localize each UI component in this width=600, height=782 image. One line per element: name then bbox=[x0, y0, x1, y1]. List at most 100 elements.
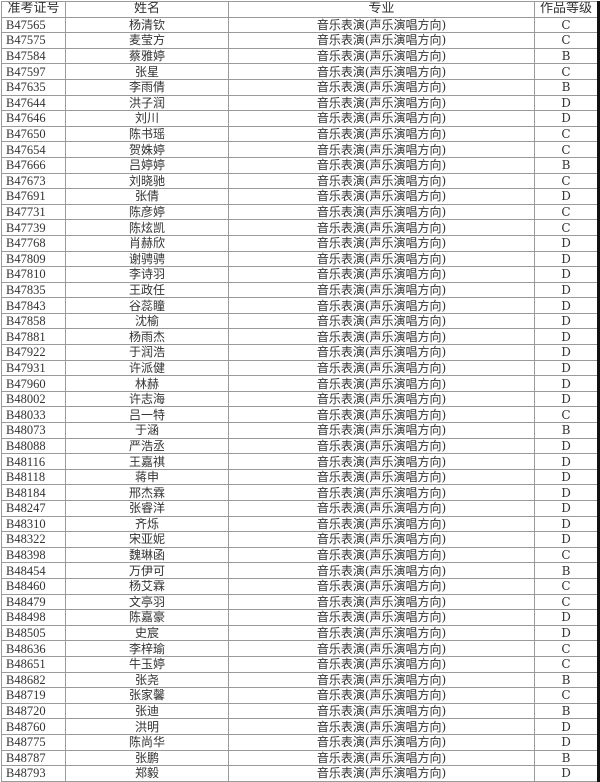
cell-major: 音乐表演(声乐演唱方向) bbox=[228, 671, 535, 689]
cell-name: 陈书瑶 bbox=[65, 125, 229, 143]
cell-grade: C bbox=[534, 687, 599, 704]
cell-grade: D bbox=[534, 266, 599, 283]
table-row: B48116 王嘉祺 音乐表演(声乐演唱方向) D bbox=[1, 453, 599, 470]
table-row: B48247 张睿洋 音乐表演(声乐演唱方向) D bbox=[1, 500, 599, 517]
cell-grade: C bbox=[534, 16, 599, 34]
table-body: B47565 杨清钦 音乐表演(声乐演唱方向) C B47575 麦莹方 音乐表演(声乐演唱… bbox=[1, 16, 599, 782]
cell-major: 音乐表演(声乐演唱方向) bbox=[228, 203, 535, 221]
table-row: B47931 许派健 音乐表演(声乐演唱方向) D bbox=[1, 359, 599, 377]
cell-name: 刘川 bbox=[65, 110, 229, 127]
cell-exam-id: B48719 bbox=[1, 687, 66, 704]
cell-major: 音乐表演(声乐演唱方向) bbox=[228, 484, 535, 501]
cell-name: 郑毅 bbox=[65, 765, 229, 782]
cell-major: 音乐表演(声乐演唱方向) bbox=[228, 655, 535, 673]
table-row: B48720 张迪 音乐表演(声乐演唱方向) B bbox=[1, 702, 599, 720]
cell-name: 肖赫欣 bbox=[65, 234, 229, 252]
cell-exam-id: B47739 bbox=[1, 219, 66, 236]
cell-exam-id: B47635 bbox=[1, 78, 66, 96]
cell-name: 文亭羽 bbox=[65, 593, 229, 611]
cell-major: 音乐表演(声乐演唱方向) bbox=[228, 234, 535, 252]
cell-grade: D bbox=[534, 484, 599, 501]
table-row: B48454 万伊可 音乐表演(声乐演唱方向) B bbox=[1, 562, 599, 579]
cell-name: 张鹏 bbox=[65, 749, 229, 767]
cell-major: 音乐表演(声乐演唱方向) bbox=[228, 188, 535, 205]
cell-exam-id: B48787 bbox=[1, 749, 66, 767]
cell-exam-id: B48033 bbox=[1, 406, 66, 424]
cell-name: 许派健 bbox=[65, 359, 229, 377]
cell-grade: D bbox=[534, 234, 599, 252]
cell-exam-id: B48118 bbox=[1, 468, 66, 486]
cell-grade: B bbox=[534, 78, 599, 96]
cell-exam-id: B48247 bbox=[1, 500, 66, 517]
cell-major: 音乐表演(声乐演唱方向) bbox=[228, 312, 535, 330]
cell-major: 音乐表演(声乐演唱方向) bbox=[228, 63, 535, 80]
cell-exam-id: B47768 bbox=[1, 234, 66, 252]
cell-name: 张迪 bbox=[65, 702, 229, 720]
cell-exam-id: B48682 bbox=[1, 671, 66, 689]
cell-major: 音乐表演(声乐演唱方向) bbox=[228, 125, 535, 143]
table-row: B47635 李雨倩 音乐表演(声乐演唱方向) B bbox=[1, 78, 599, 96]
table-row: B48505 史宸 音乐表演(声乐演唱方向) D bbox=[1, 624, 599, 642]
cell-name: 齐烁 bbox=[65, 515, 229, 533]
cell-name: 吕婷婷 bbox=[65, 156, 229, 174]
table-row: B47843 谷蕊瞳 音乐表演(声乐演唱方向) D bbox=[1, 297, 599, 314]
cell-major: 音乐表演(声乐演唱方向) bbox=[228, 562, 535, 579]
cell-name: 洪明 bbox=[65, 718, 229, 735]
table-row: B47650 陈书瑶 音乐表演(声乐演唱方向) C bbox=[1, 125, 599, 143]
cell-name: 严浩丞 bbox=[65, 437, 229, 455]
cell-grade: D bbox=[534, 375, 599, 392]
table-row: B48002 许志海 音乐表演(声乐演唱方向) D bbox=[1, 390, 599, 408]
table-row: B48398 魏琳函 音乐表演(声乐演唱方向) C bbox=[1, 546, 599, 564]
table-row: B47881 杨雨杰 音乐表演(声乐演唱方向) D bbox=[1, 328, 599, 346]
cell-exam-id: B47731 bbox=[1, 203, 66, 221]
cell-name: 林赫 bbox=[65, 375, 229, 392]
header-name: 姓名 bbox=[65, 1, 229, 18]
cell-major: 音乐表演(声乐演唱方向) bbox=[228, 94, 535, 112]
cell-exam-id: B47810 bbox=[1, 266, 66, 283]
cell-name: 谷蕊瞳 bbox=[65, 297, 229, 314]
cell-major: 音乐表演(声乐演唱方向) bbox=[228, 577, 535, 595]
cell-name: 许志海 bbox=[65, 390, 229, 408]
cell-exam-id: B48498 bbox=[1, 609, 66, 626]
cell-exam-id: B47654 bbox=[1, 141, 66, 158]
cell-grade: C bbox=[534, 546, 599, 564]
cell-major: 音乐表演(声乐演唱方向) bbox=[228, 250, 535, 268]
table-row: B47646 刘川 音乐表演(声乐演唱方向) D bbox=[1, 110, 599, 127]
table-row: B48088 严浩丞 音乐表演(声乐演唱方向) D bbox=[1, 437, 599, 455]
cell-grade: C bbox=[534, 32, 599, 49]
cell-grade: D bbox=[534, 250, 599, 268]
table-row: B47575 麦莹方 音乐表演(声乐演唱方向) C bbox=[1, 32, 599, 49]
cell-major: 音乐表演(声乐演唱方向) bbox=[228, 78, 535, 96]
cell-major: 音乐表演(声乐演唱方向) bbox=[228, 266, 535, 283]
cell-name: 王嘉祺 bbox=[65, 453, 229, 470]
cell-grade: D bbox=[534, 733, 599, 751]
cell-name: 于润浩 bbox=[65, 344, 229, 361]
cell-exam-id: B48454 bbox=[1, 562, 66, 579]
cell-exam-id: B47960 bbox=[1, 375, 66, 392]
cell-name: 史宸 bbox=[65, 624, 229, 642]
cell-major: 音乐表演(声乐演唱方向) bbox=[228, 32, 535, 49]
cell-grade: D bbox=[534, 531, 599, 548]
cell-grade: D bbox=[534, 515, 599, 533]
cell-exam-id: B48460 bbox=[1, 577, 66, 595]
cell-grade: C bbox=[534, 406, 599, 424]
cell-exam-id: B47597 bbox=[1, 63, 66, 80]
cell-name: 陈炫凯 bbox=[65, 219, 229, 236]
cell-exam-id: B47858 bbox=[1, 312, 66, 330]
table-row: B47731 陈彦婷 音乐表演(声乐演唱方向) C bbox=[1, 203, 599, 221]
cell-name: 陈嘉豪 bbox=[65, 609, 229, 626]
cell-name: 宋亚妮 bbox=[65, 531, 229, 548]
table-row: B48118 蒋申 音乐表演(声乐演唱方向) D bbox=[1, 468, 599, 486]
cell-name: 张睿洋 bbox=[65, 500, 229, 517]
cell-major: 音乐表演(声乐演唱方向) bbox=[228, 500, 535, 517]
cell-exam-id: B48073 bbox=[1, 422, 66, 439]
cell-grade: B bbox=[534, 702, 599, 720]
table-row: B47922 于润浩 音乐表演(声乐演唱方向) D bbox=[1, 344, 599, 361]
cell-name: 陈彦婷 bbox=[65, 203, 229, 221]
cell-exam-id: B48310 bbox=[1, 515, 66, 533]
cell-name: 刘晓驰 bbox=[65, 172, 229, 190]
cell-exam-id: B47691 bbox=[1, 188, 66, 205]
cell-exam-id: B47835 bbox=[1, 281, 66, 299]
cell-major: 音乐表演(声乐演唱方向) bbox=[228, 609, 535, 626]
table-row: B47673 刘晓驰 音乐表演(声乐演唱方向) C bbox=[1, 172, 599, 190]
